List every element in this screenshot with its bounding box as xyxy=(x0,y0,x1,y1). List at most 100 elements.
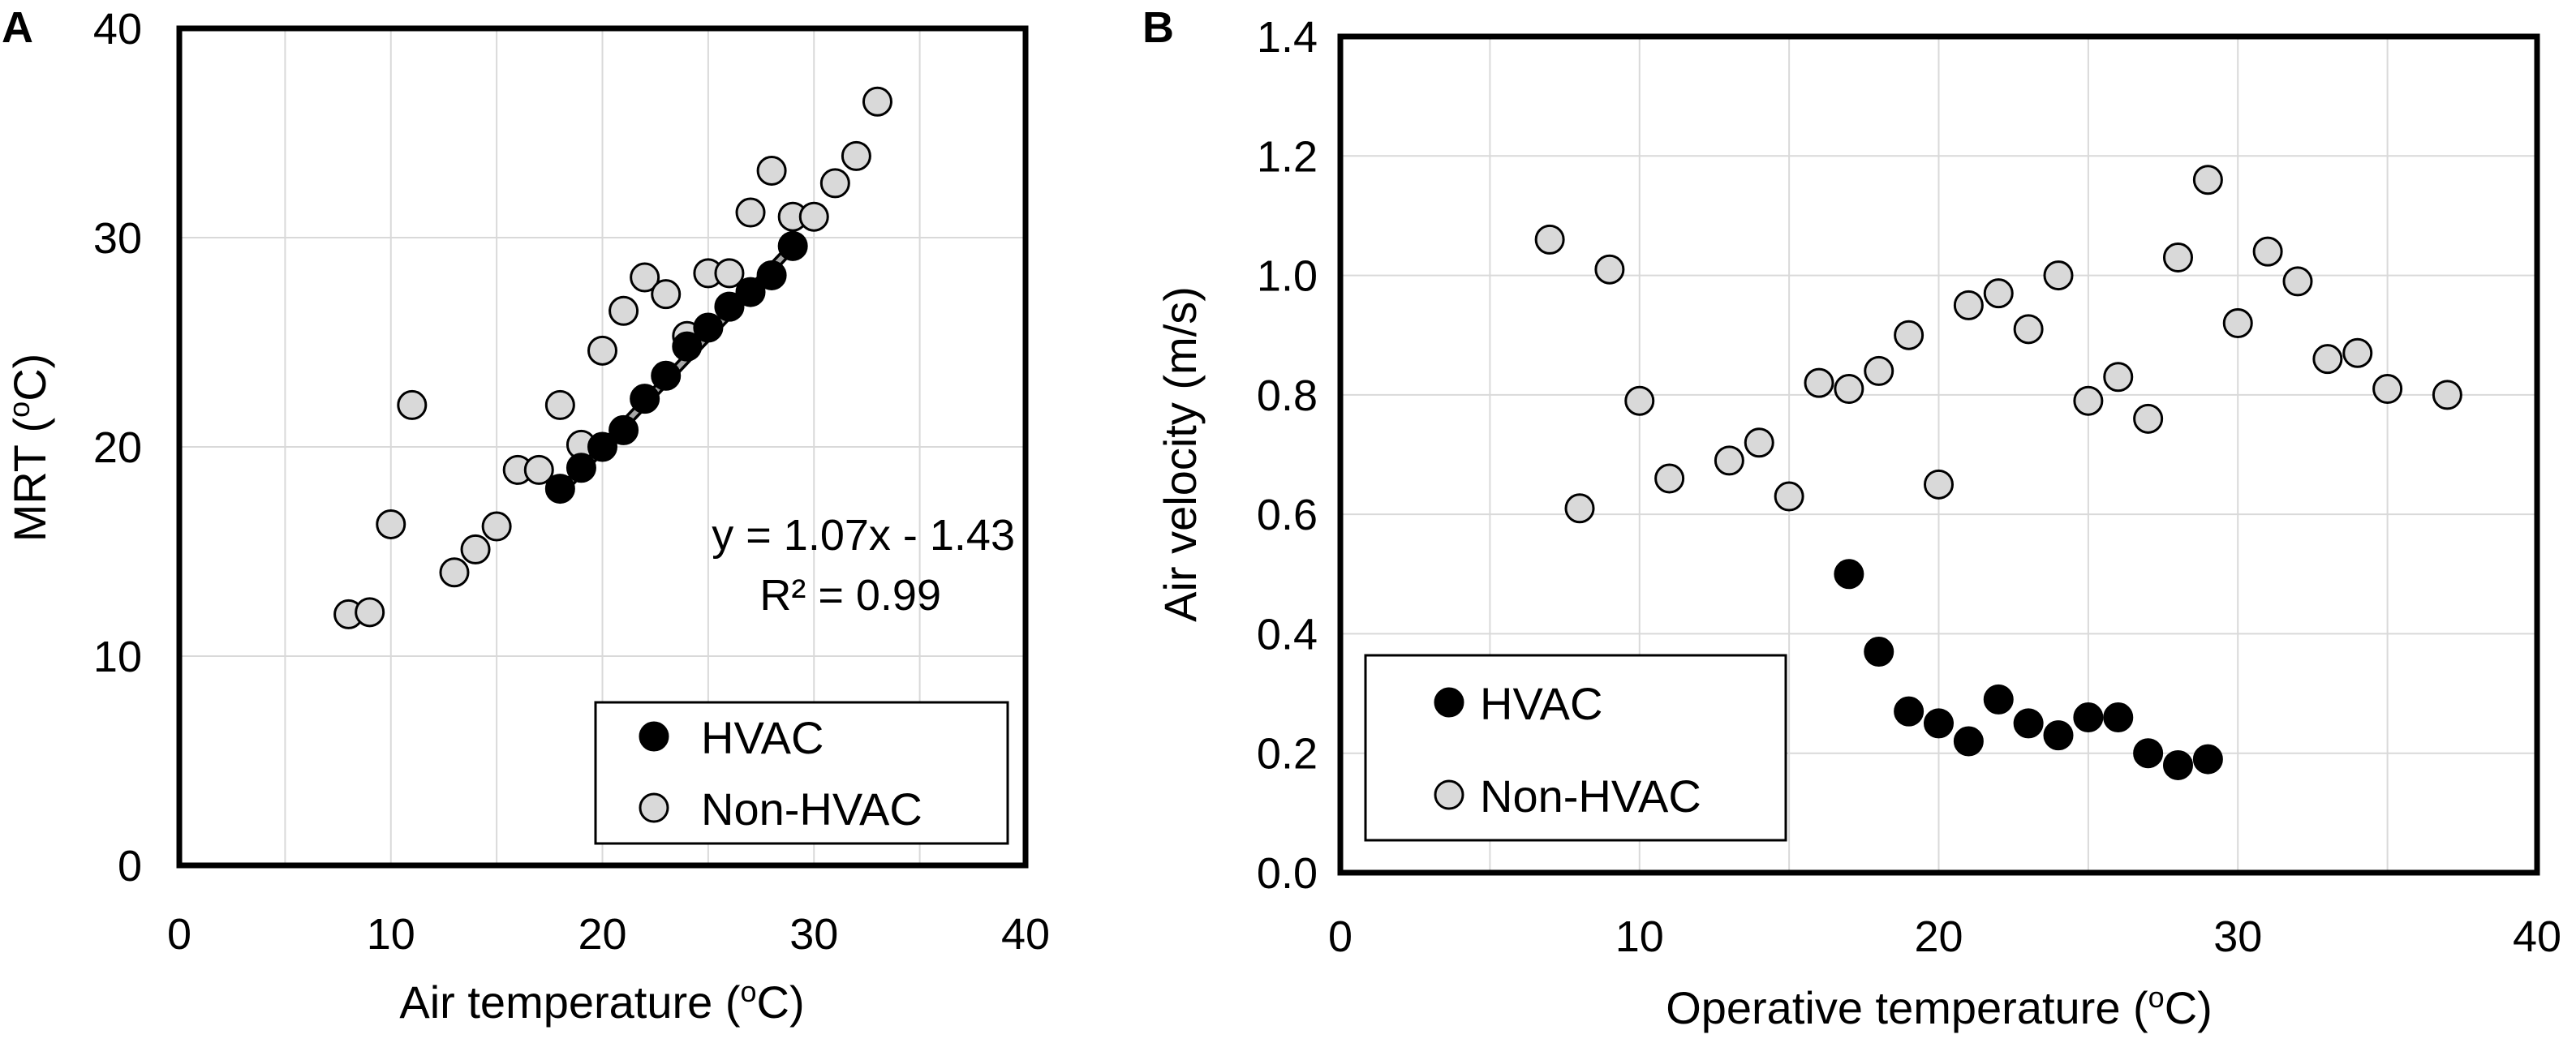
x-tick-label: 30 xyxy=(789,910,838,959)
panel-b-y-ticks: 0.0 0.2 0.4 0.6 0.8 1.0 1.2 1.4 xyxy=(1257,13,1318,898)
y-tick-label: 10 xyxy=(93,633,142,681)
point-hvac xyxy=(2163,749,2193,780)
point-hvac xyxy=(2103,702,2134,733)
point-non-hvac xyxy=(481,511,512,542)
point-non-hvac xyxy=(1564,493,1595,524)
point-non-hvac xyxy=(1953,290,1984,320)
panel-a-points xyxy=(333,86,892,629)
point-non-hvac xyxy=(2312,344,2343,375)
panel-a-x-axis-title: Air temperature (oC) xyxy=(399,975,804,1028)
point-non-hvac xyxy=(2013,314,2044,345)
point-non-hvac xyxy=(735,197,766,228)
point-hvac xyxy=(1894,696,1924,727)
legend-label-hvac: HVAC xyxy=(1480,678,1602,729)
x-tick-label: 30 xyxy=(2213,912,2262,961)
y-tick-label: 0.8 xyxy=(1257,371,1318,420)
x-tick-label: 10 xyxy=(367,910,415,959)
legend-marker-non-hvac xyxy=(1434,779,1464,810)
point-non-hvac xyxy=(1654,463,1685,494)
point-non-hvac xyxy=(587,335,617,366)
point-hvac xyxy=(1983,684,2014,715)
point-non-hvac xyxy=(714,258,745,289)
trendline-equation: y = 1.07x - 1.43 xyxy=(712,511,1015,560)
point-hvac xyxy=(2073,702,2104,733)
x-tick-label: 40 xyxy=(2513,912,2561,961)
point-hvac xyxy=(2192,744,2223,775)
point-non-hvac xyxy=(2043,260,2074,291)
y-tick-label: 1.2 xyxy=(1257,132,1318,181)
point-hvac xyxy=(693,312,724,343)
point-non-hvac xyxy=(1894,320,1924,350)
panel-b-points xyxy=(1534,165,2462,780)
legend-label-hvac: HVAC xyxy=(701,712,824,763)
point-non-hvac xyxy=(1983,278,2014,309)
x-tick-label: 0 xyxy=(1328,912,1353,961)
point-non-hvac xyxy=(1924,469,1954,500)
y-tick-label: 0.6 xyxy=(1257,491,1318,539)
legend-marker-hvac xyxy=(639,721,669,752)
panel-b-y-axis-title: Air velocity (m/s) xyxy=(1155,286,1206,622)
point-non-hvac xyxy=(544,389,575,420)
x-tick-label: 20 xyxy=(578,910,626,959)
point-non-hvac xyxy=(1834,373,1864,404)
legend-label-non-hvac: Non-HVAC xyxy=(1480,770,1701,822)
y-tick-label: 1.0 xyxy=(1257,252,1318,301)
point-hvac xyxy=(630,384,660,414)
y-tick-label: 0.2 xyxy=(1257,730,1318,779)
panel-b: B 0.0 0.2 0.4 0.6 0.8 1.0 1.2 1.4 0 10 20 30 40 HVA… xyxy=(1142,3,2561,1033)
panel-b-plot-frame xyxy=(1337,33,2540,876)
point-non-hvac xyxy=(609,295,639,326)
point-hvac xyxy=(2043,720,2074,751)
point-hvac xyxy=(777,230,808,261)
point-hvac xyxy=(672,331,703,362)
point-hvac xyxy=(609,414,639,445)
point-non-hvac xyxy=(630,262,660,293)
point-non-hvac xyxy=(2432,380,2462,410)
point-non-hvac xyxy=(2342,337,2373,368)
point-non-hvac xyxy=(798,201,829,232)
point-non-hvac xyxy=(2103,362,2134,393)
panel-b-legend-box xyxy=(1364,654,1787,842)
point-non-hvac xyxy=(2282,266,2313,297)
point-hvac xyxy=(587,431,617,462)
point-non-hvac xyxy=(862,86,892,117)
point-non-hvac xyxy=(756,155,787,186)
panel-b-x-ticks: 0 10 20 30 40 xyxy=(1328,912,2561,961)
x-tick-label: 40 xyxy=(1001,910,1050,959)
panel-b-legend: HVAC Non-HVAC xyxy=(1364,654,1787,842)
trendline-r-squared: R² = 0.99 xyxy=(759,571,941,620)
point-hvac xyxy=(735,277,766,307)
y-tick-label: 0 xyxy=(118,842,142,891)
point-hvac xyxy=(2013,708,2044,739)
x-tick-label: 20 xyxy=(1914,912,1963,961)
y-tick-label: 1.4 xyxy=(1257,13,1318,62)
point-non-hvac xyxy=(355,597,385,628)
point-non-hvac xyxy=(1774,481,1804,512)
x-tick-label: 0 xyxy=(167,910,191,959)
panel-a-legend: HVAC Non-HVAC xyxy=(594,701,1009,845)
point-hvac xyxy=(756,260,787,290)
point-non-hvac xyxy=(439,557,470,588)
y-tick-label: 0.0 xyxy=(1257,849,1318,898)
point-hvac xyxy=(566,453,596,483)
point-non-hvac xyxy=(841,140,871,171)
point-non-hvac xyxy=(2372,373,2403,404)
point-non-hvac xyxy=(376,509,406,539)
point-non-hvac xyxy=(2192,165,2223,195)
point-non-hvac xyxy=(1804,367,1834,398)
legend-marker-non-hvac xyxy=(639,792,669,823)
point-hvac xyxy=(544,474,575,504)
point-non-hvac xyxy=(1534,224,1565,255)
point-hvac xyxy=(1924,708,1954,739)
point-non-hvac xyxy=(1864,355,1894,386)
y-tick-label: 20 xyxy=(93,423,142,472)
point-non-hvac xyxy=(460,534,491,564)
point-non-hvac xyxy=(2133,403,2164,434)
panel-b-x-axis-title: Operative temperature (oC) xyxy=(1666,981,2213,1033)
point-non-hvac xyxy=(397,389,428,420)
y-tick-label: 40 xyxy=(93,5,142,54)
point-hvac xyxy=(1953,726,1984,757)
y-tick-label: 0.4 xyxy=(1257,610,1318,659)
panel-a-x-ticks: 0 10 20 30 40 xyxy=(167,910,1050,959)
point-non-hvac xyxy=(2073,385,2104,416)
